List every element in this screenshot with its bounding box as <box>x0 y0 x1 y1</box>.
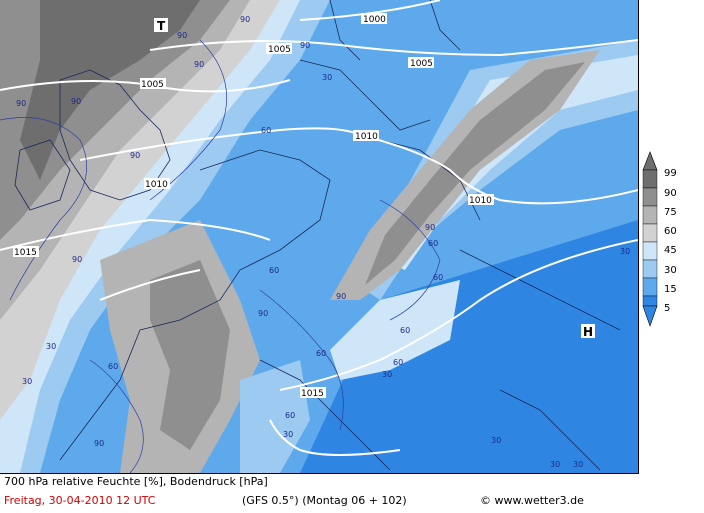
svg-text:90: 90 <box>16 99 26 108</box>
isobar-labels: 1000 1005 1005 1005 1010 1010 1010 1015 … <box>13 13 494 399</box>
moist-band-central-2 <box>365 62 585 285</box>
svg-text:30: 30 <box>620 247 630 256</box>
isobar-label: 1010 <box>353 130 379 142</box>
svg-text:90: 90 <box>177 31 187 40</box>
isobar-label: 1000 <box>361 13 387 25</box>
svg-text:60: 60 <box>316 349 326 358</box>
svg-text:60: 60 <box>664 226 677 237</box>
isobar-label: 1005 <box>140 78 166 90</box>
scale-swatch-30 <box>642 259 658 279</box>
svg-text:60: 60 <box>108 362 118 371</box>
band-alps <box>330 280 460 380</box>
scale-swatch-5 <box>642 295 658 307</box>
chart-title: 700 hPa relative Feuchte [%], Bodendruck… <box>4 475 268 488</box>
scale-swatch-99 <box>642 169 658 189</box>
svg-text:30: 30 <box>573 460 583 469</box>
svg-text:60: 60 <box>261 126 271 135</box>
model-run: (GFS 0.5°) (Montag 06 + 102) <box>242 494 407 507</box>
svg-text:1015: 1015 <box>14 248 37 258</box>
isobar-label: 1010 <box>468 194 494 206</box>
isobar-label: 1015 <box>13 246 39 258</box>
svg-text:30: 30 <box>46 342 56 351</box>
scale-swatch-45 <box>642 241 658 261</box>
scale-swatch-75 <box>642 205 658 225</box>
svg-text:30: 30 <box>664 265 677 276</box>
scale-swatch-60 <box>642 223 658 243</box>
svg-text:1005: 1005 <box>268 45 291 55</box>
isobar-label: 1005 <box>408 57 434 69</box>
low-pressure-center: T <box>154 18 168 33</box>
chart-footer: 700 hPa relative Feuchte [%], Bodendruck… <box>0 474 704 513</box>
svg-text:45: 45 <box>664 245 677 256</box>
svg-text:90: 90 <box>94 439 104 448</box>
svg-text:5: 5 <box>664 303 670 314</box>
svg-text:90: 90 <box>336 292 346 301</box>
moist-core-north <box>20 0 200 180</box>
svg-text:90: 90 <box>130 151 140 160</box>
svg-text:60: 60 <box>269 266 279 275</box>
svg-text:30: 30 <box>322 73 332 82</box>
credit-link[interactable]: © www.wetter3.de <box>480 494 584 507</box>
dry-area-southeast <box>300 220 638 473</box>
svg-text:30: 30 <box>382 370 392 379</box>
svg-text:1000: 1000 <box>363 15 386 25</box>
color-scale-legend: 99 90 75 60 45 30 15 5 <box>638 0 704 473</box>
svg-text:99: 99 <box>664 168 677 179</box>
humidity-map: 1000 1005 1005 1005 1010 1010 1010 1015 … <box>0 0 639 474</box>
svg-text:90: 90 <box>425 223 435 232</box>
svg-text:90: 90 <box>72 255 82 264</box>
svg-text:60: 60 <box>428 239 438 248</box>
isobar-label: 1015 <box>300 387 326 399</box>
svg-text:75: 75 <box>664 207 677 218</box>
svg-text:90: 90 <box>71 97 81 106</box>
svg-text:1010: 1010 <box>145 180 168 190</box>
scale-top-arrow <box>642 151 658 171</box>
legend-svg: 99 90 75 60 45 30 15 5 <box>642 151 677 327</box>
svg-text:T: T <box>157 19 166 33</box>
svg-text:15: 15 <box>664 284 677 295</box>
svg-text:1005: 1005 <box>410 59 433 69</box>
map-svg: 1000 1005 1005 1005 1010 1010 1010 1015 … <box>0 0 638 473</box>
humidity-contours <box>0 39 441 473</box>
valid-date: Freitag, 30-04-2010 12 UTC <box>4 494 156 507</box>
scale-labels: 99 90 75 60 45 30 15 5 <box>664 168 677 314</box>
scale-swatch-90 <box>642 187 658 207</box>
svg-text:60: 60 <box>400 326 410 335</box>
svg-text:30: 30 <box>22 377 32 386</box>
isobar-label: 1010 <box>144 178 170 190</box>
high-pressure-center: H <box>581 324 595 339</box>
moist-band-south-2 <box>150 260 230 450</box>
svg-text:90: 90 <box>194 60 204 69</box>
svg-text:90: 90 <box>240 15 250 24</box>
svg-text:1010: 1010 <box>355 132 378 142</box>
svg-text:1015: 1015 <box>301 389 324 399</box>
svg-text:90: 90 <box>300 41 310 50</box>
scale-swatch-15 <box>642 277 658 297</box>
svg-text:1010: 1010 <box>469 196 492 206</box>
svg-text:H: H <box>583 325 593 339</box>
coastlines <box>14 0 621 471</box>
scale-bottom-arrow <box>642 305 658 327</box>
svg-text:1005: 1005 <box>141 80 164 90</box>
svg-text:60: 60 <box>393 358 403 367</box>
svg-text:30: 30 <box>550 460 560 469</box>
svg-text:60: 60 <box>433 273 443 282</box>
svg-text:90: 90 <box>258 309 268 318</box>
svg-text:60: 60 <box>285 411 295 420</box>
humidity-labels: 90 90 90 90 90 90 90 90 90 90 90 60 60 6… <box>16 15 630 469</box>
svg-text:30: 30 <box>491 436 501 445</box>
svg-text:30: 30 <box>283 430 293 439</box>
svg-text:90: 90 <box>664 188 677 199</box>
isobar-label: 1005 <box>266 43 292 55</box>
